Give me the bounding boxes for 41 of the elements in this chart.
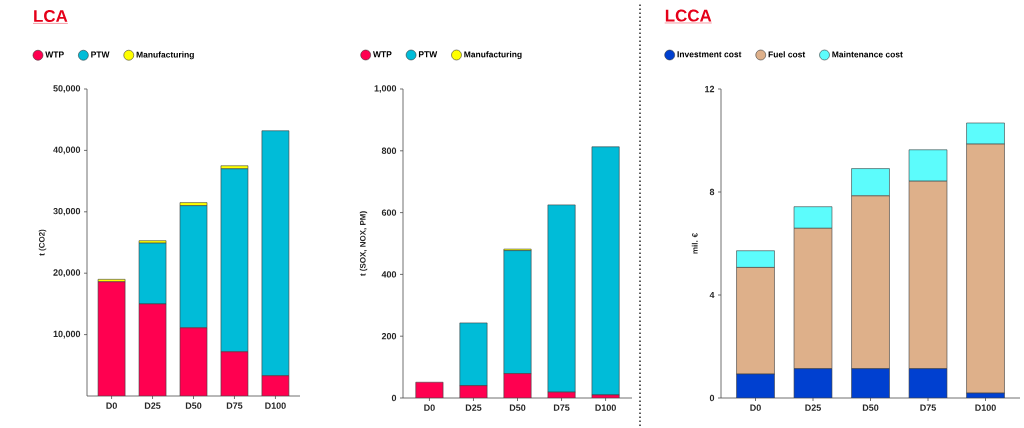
- legend-label: PTW: [418, 51, 438, 58]
- legend-label: Investment cost: [677, 51, 742, 58]
- y-tick-label: 40,000: [53, 146, 81, 155]
- y-tick-label: 4: [709, 291, 715, 299]
- x-tick-label: D50: [509, 404, 526, 411]
- x-tick-label: D0: [424, 404, 435, 411]
- legend-label: Maintenance cost: [832, 51, 903, 58]
- x-tick-label: D0: [106, 402, 117, 409]
- x-tick-label: D25: [144, 402, 161, 409]
- y-tick-label: 200: [381, 333, 397, 340]
- x-tick-label: D0: [750, 404, 761, 411]
- legend-label: WTP: [373, 51, 392, 58]
- x-tick-label: D100: [265, 402, 286, 409]
- chart-title: LCCA: [665, 9, 712, 22]
- legend-label: Manufacturing: [464, 51, 522, 60]
- legend-label: Manufacturing: [136, 51, 194, 60]
- y-tick-label: 20,000: [53, 269, 81, 278]
- x-tick-label: D50: [185, 402, 202, 409]
- y-tick-label: 10,000: [53, 330, 81, 339]
- chart-title: LCA: [34, 10, 68, 23]
- y-tick-label: 8: [709, 188, 715, 196]
- y-tick-label: 0: [391, 394, 397, 402]
- y-tick-label: 1,000: [374, 85, 397, 93]
- x-tick-label: D75: [920, 404, 936, 411]
- y-tick-label: 600: [381, 209, 397, 216]
- x-tick-label: D25: [465, 404, 482, 411]
- x-tick-label: D100: [975, 404, 996, 411]
- x-tick-label: D100: [595, 404, 616, 411]
- y-tick-label: 800: [381, 147, 397, 154]
- x-tick-label: D75: [226, 402, 243, 409]
- y-tick-label: 50,000: [53, 85, 81, 93]
- x-tick-label: D25: [805, 404, 821, 411]
- legend-label: PTW: [91, 51, 110, 58]
- y-tick-label: 400: [381, 271, 397, 278]
- y-tick-label: 0: [709, 394, 715, 402]
- y-tick-label: 12: [705, 85, 715, 93]
- x-tick-label: D75: [553, 404, 570, 411]
- legend-label: Fuel cost: [768, 51, 806, 58]
- legend-label: WTP: [45, 51, 64, 58]
- x-tick-label: D50: [862, 404, 879, 411]
- y-tick-label: 30,000: [53, 207, 81, 216]
